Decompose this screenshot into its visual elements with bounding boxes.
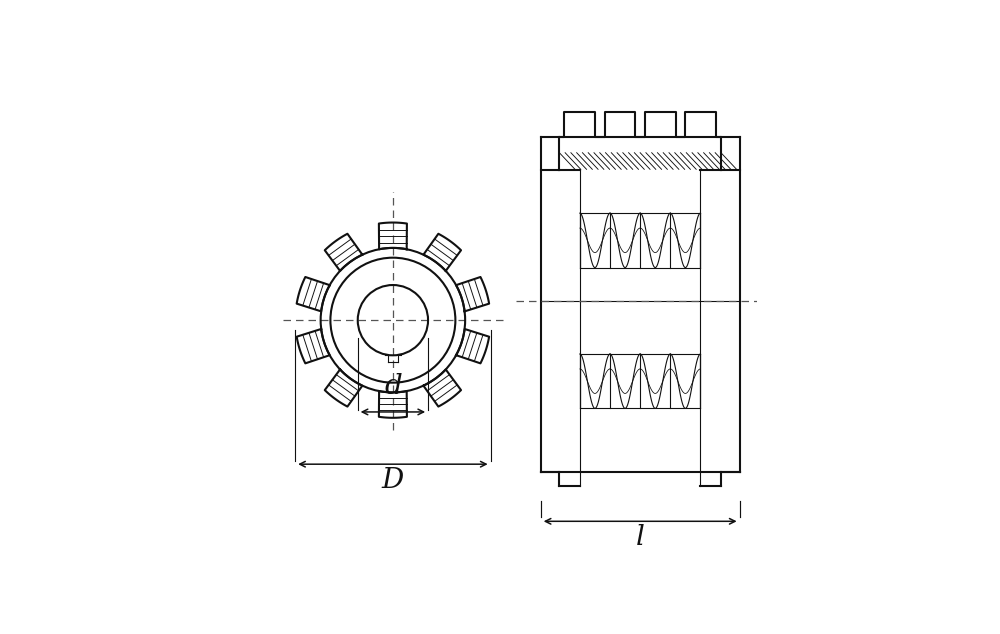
Text: D: D (382, 467, 404, 494)
Text: l: l (636, 524, 645, 551)
Text: d: d (384, 373, 402, 400)
